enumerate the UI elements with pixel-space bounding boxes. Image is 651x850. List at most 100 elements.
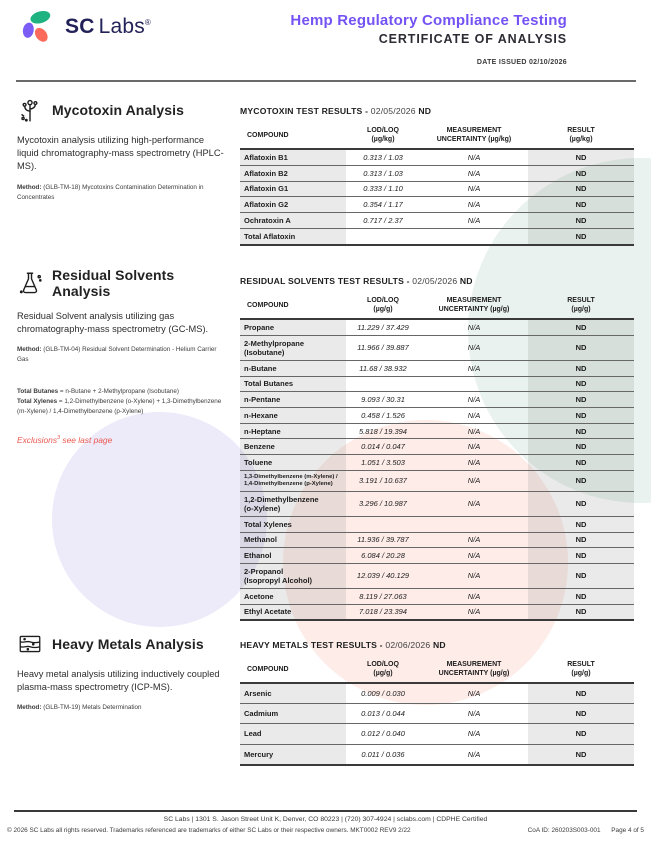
lod-loq-cell: 3.296 / 10.987 [346,491,420,517]
compound-cell: Methanol [240,532,346,549]
uncertainty-cell: N/A [420,683,528,705]
lod-loq-cell: 0.012 / 0.040 [346,723,420,745]
lod-loq-cell: 0.313 / 1.03 [346,149,420,166]
table-header-row: COMPOUND LOD/LOQ (µg/g) MEASUREMENT UNCERTAI… [240,657,634,685]
column-header: COMPOUND [240,293,346,321]
compound-cell: Arsenic [240,683,346,705]
lod-loq-cell: 0.333 / 1.10 [346,181,420,198]
table-row: Aflatoxin B2 0.313 / 1.03 N/A ND [240,165,634,182]
result-cell: ND [528,228,634,246]
exclusions-note: Exclusions3 see last page [17,434,113,445]
mycotoxin-results-table: COMPOUND LOD/LOQ (µg/kg) MEASUREMENT UNCERTA… [240,123,634,246]
table-row: Ochratoxin A 0.717 / 2.37 N/A ND [240,212,634,229]
result-cell: ND [528,723,634,745]
compound-cell: n-Hexane [240,407,346,424]
column-header: COMPOUND [240,657,346,685]
footer-contact-line: SC Labs | 1301 S. Jason Street Unit K, D… [163,816,488,823]
compound-cell: n-Butane [240,360,346,377]
uncertainty-cell: N/A [420,744,528,766]
footer-legal-line: © 2026 SC Labs all rights reserved. Trad… [0,827,651,834]
lod-loq-cell: 0.009 / 0.030 [346,683,420,705]
table-row: Acetone 8.119 / 27.063 N/A ND [240,588,634,605]
result-cell: ND [528,212,634,229]
uncertainty-cell: N/A [420,335,528,361]
column-header: LOD/LOQ (µg/g) [346,293,420,321]
lod-loq-cell [346,516,420,533]
footer-divider [14,810,637,812]
document-subtitle: CERTIFICATE OF ANALYSIS [378,32,567,46]
uncertainty-cell: N/A [420,212,528,229]
total-butanes-note: Total Butanes = n-Butane + 2-Methylpropa… [17,387,179,395]
compound-cell: 1,3-Dimethylbenzene (m-Xylene) /1,4-Dime… [240,470,346,492]
table-row: Total Butanes ND [240,376,634,393]
table-row: n-Butane 11.68 / 38.932 N/A ND [240,360,634,377]
result-cell: ND [528,196,634,214]
table-row: Methanol 11.936 / 39.787 N/A ND [240,532,634,549]
result-cell: ND [528,407,634,424]
lod-loq-cell: 1.051 / 3.503 [346,454,420,471]
results-heading: HEAVY METALS TEST RESULTS - 02/06/2026 N… [240,640,446,650]
compound-cell: n-Heptane [240,423,346,440]
compound-cell: Mercury [240,744,346,766]
column-header: LOD/LOQ (µg/kg) [346,123,420,151]
section-description: Mycotoxin analysis utilizing high-perfor… [17,135,224,172]
result-cell: ND [528,376,634,393]
section-title: Heavy Metals Analysis [52,636,204,652]
lod-loq-cell: 3.191 / 10.637 [346,470,420,492]
lod-loq-cell: 8.119 / 27.063 [346,588,420,605]
uncertainty-cell: N/A [420,391,528,408]
method-text: Method: (GLB-TM-04) Residual Solvent Det… [17,346,217,364]
table-row: Mercury 0.011 / 0.036 N/A ND [240,744,634,766]
totals-notes: Total Butanes = n-Butane + 2-Methylpropa… [17,387,225,418]
lod-loq-cell: 0.013 / 0.044 [346,703,420,725]
uncertainty-cell: N/A [420,149,528,166]
section-title: Mycotoxin Analysis [52,102,184,118]
table-row: Cadmium 0.013 / 0.044 N/A ND [240,703,634,725]
table-row: 2-Methylpropane (Isobutane) 11.966 / 39.88… [240,335,634,361]
decorative-circle-lavender [52,412,267,627]
uncertainty-cell: N/A [420,604,528,622]
column-header: MEASUREMENT UNCERTAINTY (µg/g) [420,293,528,321]
result-cell: ND [528,491,634,517]
uncertainty-cell: N/A [420,454,528,471]
result-cell: ND [528,470,634,492]
uncertainty-cell: N/A [420,196,528,214]
uncertainty-cell: N/A [420,407,528,424]
table-row: 2-Propanol (Isopropyl Alcohol) 12.039 / 40… [240,563,634,589]
compound-cell: Ethanol [240,547,346,565]
result-cell: ND [528,181,634,198]
flask-icon [17,270,43,296]
uncertainty-cell: N/A [420,319,528,336]
table-header-row: COMPOUND LOD/LOQ (µg/g) MEASUREMENT UNCERTAI… [240,293,634,321]
column-header: MEASUREMENT UNCERTAINTY (µg/kg) [420,123,528,151]
compound-cell: Total Xylenes [240,516,346,533]
table-row: Ethanol 6.084 / 20.28 N/A ND [240,547,634,565]
compound-cell: Ochratoxin A [240,212,346,229]
header-title-block: Hemp Regulatory Compliance Testing CERTI… [290,12,567,66]
result-cell: ND [528,165,634,182]
uncertainty-cell: N/A [420,181,528,198]
result-cell: ND [528,744,634,766]
results-heading: RESIDUAL SOLVENTS TEST RESULTS - 02/05/2… [240,276,473,286]
column-header: MEASUREMENT UNCERTAINTY (µg/g) [420,657,528,685]
table-row: 1,2-Dimethylbenzene (o-Xylene) 3.296 / 10.… [240,491,634,517]
uncertainty-cell: N/A [420,470,528,492]
table-row: Total Aflatoxin ND [240,228,634,246]
compound-cell: Cadmium [240,703,346,725]
table-row: n-Pentane 9.093 / 30.31 N/A ND [240,391,634,408]
table-row: Propane 11.229 / 37.429 N/A ND [240,319,634,336]
table-header-row: COMPOUND LOD/LOQ (µg/kg) MEASUREMENT UNCERTA… [240,123,634,151]
result-cell: ND [528,683,634,705]
compound-cell: n-Pentane [240,391,346,408]
lod-loq-cell: 6.084 / 20.28 [346,547,420,565]
column-header: RESULT (µg/g) [528,657,634,685]
compound-cell: Ethyl Acetate [240,604,346,622]
lod-loq-cell: 11.966 / 39.887 [346,335,420,361]
result-cell: ND [528,703,634,725]
lod-loq-cell [346,228,420,246]
uncertainty-cell: N/A [420,563,528,589]
uncertainty-cell: N/A [420,723,528,745]
uncertainty-cell: N/A [420,423,528,440]
uncertainty-cell: N/A [420,438,528,456]
